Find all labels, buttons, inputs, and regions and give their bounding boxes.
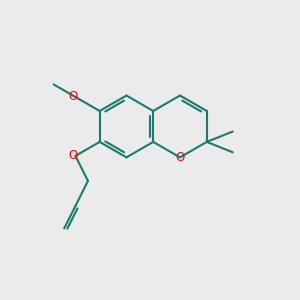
Text: O: O [176,151,184,164]
Text: O: O [68,149,78,162]
Text: O: O [68,91,78,103]
